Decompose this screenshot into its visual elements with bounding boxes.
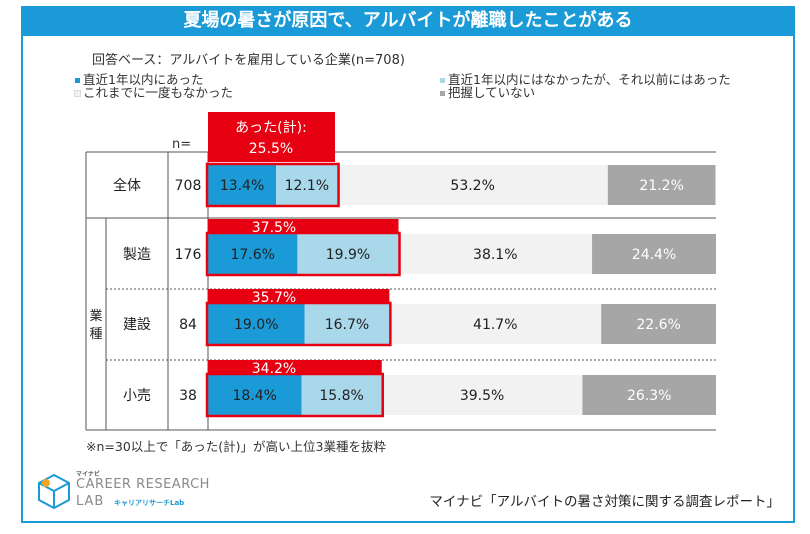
legend-label-2: 直近1年以内にはなかったが、それ以前にはあった: [448, 72, 731, 87]
total-label-value: 25.5%: [249, 141, 293, 157]
industry-group-label-char-1: 業: [89, 308, 102, 324]
legend-label-1: 直近1年以内にあった: [83, 72, 204, 87]
footnote: ※n=30以上で「あった(計)」が高い上位3業種を抜粋: [86, 439, 386, 454]
total-label-box: [208, 112, 335, 162]
legend-label-4: 把握していない: [448, 85, 536, 100]
bar-segment: [601, 304, 716, 344]
logo-cube-icon: [38, 473, 70, 509]
bar-value-label: 17.6%: [230, 247, 274, 263]
bar-segment: [389, 304, 602, 344]
bar-value-label: 15.8%: [319, 388, 363, 404]
bar-value-label: 18.4%: [232, 388, 276, 404]
total-label-value: 35.7%: [252, 290, 296, 306]
total-label-box: [208, 289, 390, 304]
bar-value-label: 19.9%: [326, 247, 370, 263]
logo-line1: CAREER RESEARCH: [76, 477, 210, 492]
total-label-title: あった(計):: [235, 120, 307, 136]
logo-maker: マイナビ: [76, 471, 100, 478]
total-label-value: 34.2%: [252, 361, 296, 377]
chart-title: 夏場の暑さが原因で、アルバイトが離職したことがある: [21, 6, 795, 36]
bar-value-label: 21.2%: [639, 178, 683, 194]
bar-segment: [381, 375, 583, 415]
n-value: 176: [175, 247, 202, 263]
legend-label-3: これまでに一度もなかった: [83, 85, 234, 100]
legend-item-4: 把握していない: [440, 86, 535, 99]
legend-item-3: これまでに一度もなかった: [74, 85, 234, 100]
total-label-box: [208, 219, 399, 234]
category-label: 小売: [123, 388, 151, 404]
bar-value-label: 22.6%: [636, 317, 680, 333]
legend-swatch-4: [440, 91, 445, 96]
bar-segment: [301, 375, 382, 415]
bar-segment: [592, 234, 716, 274]
base-note: 回答ベース：アルバイトを雇用している企業(n=708): [92, 53, 405, 68]
logo-line2: LAB: [76, 494, 105, 509]
total-highlight-box: [205, 162, 340, 208]
category-label: 製造: [123, 247, 151, 263]
industry-group-label-char-2: 種: [89, 326, 102, 342]
bar-segment: [304, 304, 390, 344]
career-research-lab-logo: マイナビ CAREER RESEARCH LAB キャリアリサーチLab: [36, 469, 226, 513]
bar-value-label: 38.1%: [473, 247, 517, 263]
bar-value-label: 19.0%: [234, 317, 278, 333]
bar-value-label: 24.4%: [632, 247, 676, 263]
bar-value-label: 53.2%: [450, 178, 494, 194]
bar-value-label: 12.1%: [285, 178, 329, 194]
bar-value-label: 13.4%: [220, 178, 264, 194]
legend-swatch-2: [440, 78, 445, 83]
bar-value-label: 41.7%: [473, 317, 517, 333]
bar-segment: [398, 234, 593, 274]
bar-value-label: 16.7%: [325, 317, 369, 333]
logo-line3: キャリアリサーチLab: [114, 499, 185, 507]
category-label: 全体: [113, 177, 141, 194]
bar-segment: [337, 165, 608, 205]
total-label-value: 37.5%: [252, 220, 296, 236]
bar-segment: [208, 375, 302, 415]
n-header: n=: [172, 137, 191, 152]
legend-swatch-3: [74, 90, 81, 97]
bar-value-label: 26.3%: [627, 388, 671, 404]
n-value: 708: [175, 178, 202, 194]
total-label-box: [208, 360, 382, 375]
bar-segment: [582, 375, 716, 415]
source-credit: マイナビ「アルバイトの暑さ対策に関する調査レポート」: [429, 494, 780, 510]
bar-segment: [208, 304, 305, 344]
bar-segment: [297, 234, 399, 274]
bar-segment: [607, 165, 716, 205]
bar-segment: [208, 165, 277, 205]
bar-value-label: 39.5%: [460, 388, 504, 404]
legend-item-1: 直近1年以内にあった: [75, 73, 203, 86]
n-value: 84: [179, 317, 197, 333]
bar-segment: [276, 165, 338, 205]
legend-swatch-1: [75, 78, 80, 83]
n-value: 38: [179, 388, 197, 404]
legend-item-2: 直近1年以内にはなかったが、それ以前にはあった: [440, 73, 731, 86]
bar-segment: [208, 234, 298, 274]
category-label: 建設: [123, 317, 151, 333]
